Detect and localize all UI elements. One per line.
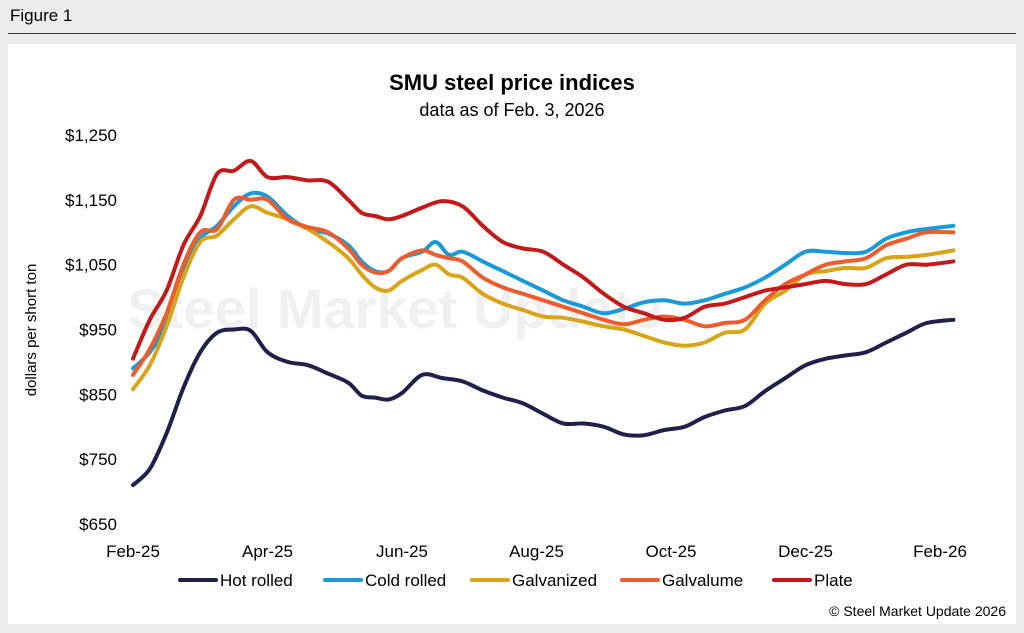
chart-subtitle: data as of Feb. 3, 2026: [419, 100, 605, 120]
legend-label: Hot rolled: [220, 571, 293, 590]
y-tick-label: $750: [79, 450, 117, 469]
chart-panel: [8, 44, 1016, 624]
y-tick-label: $1,050: [65, 256, 117, 275]
y-tick-label: $650: [79, 515, 117, 534]
figure-label: Figure 1: [10, 6, 73, 25]
x-tick-label: Dec-25: [778, 542, 833, 561]
x-tick-label: Oct-25: [645, 542, 696, 561]
y-axis: $650 $750 $850 $950 $1,050 $1,150 $1,250: [65, 126, 117, 534]
legend-label: Plate: [814, 571, 853, 590]
y-axis-label: dollars per short ton: [23, 264, 40, 397]
y-tick-label: $1,250: [65, 126, 117, 145]
legend-label: Galvanized: [512, 571, 597, 590]
y-tick-label: $1,150: [65, 191, 117, 210]
x-axis: Feb-25 Apr-25 Jun-25 Aug-25 Oct-25 Dec-25 Feb-…: [106, 542, 967, 561]
legend: Hot rolled Cold rolled Galvanized Galvalume…: [178, 571, 853, 590]
x-tick-label: Jun-25: [376, 542, 428, 561]
y-tick-label: $850: [79, 385, 117, 404]
series-line-cold-rolled: [131, 190, 956, 371]
series-lines: [131, 158, 956, 488]
series-line-plate: [131, 158, 956, 361]
top-divider: [8, 33, 1016, 34]
chart-title: SMU steel price indices: [389, 70, 635, 95]
series-line-hot-rolled: [131, 317, 956, 488]
x-tick-label: Apr-25: [242, 542, 293, 561]
copyright-text: © Steel Market Update 2026: [829, 603, 1006, 619]
x-tick-label: Feb-25: [106, 542, 160, 561]
y-tick-label: $950: [79, 321, 117, 340]
series-line-galvalume: [131, 195, 956, 377]
x-tick-label: Feb-26: [913, 542, 967, 561]
x-tick-label: Aug-25: [509, 542, 564, 561]
legend-label: Galvalume: [662, 571, 743, 590]
legend-label: Cold rolled: [365, 571, 446, 590]
